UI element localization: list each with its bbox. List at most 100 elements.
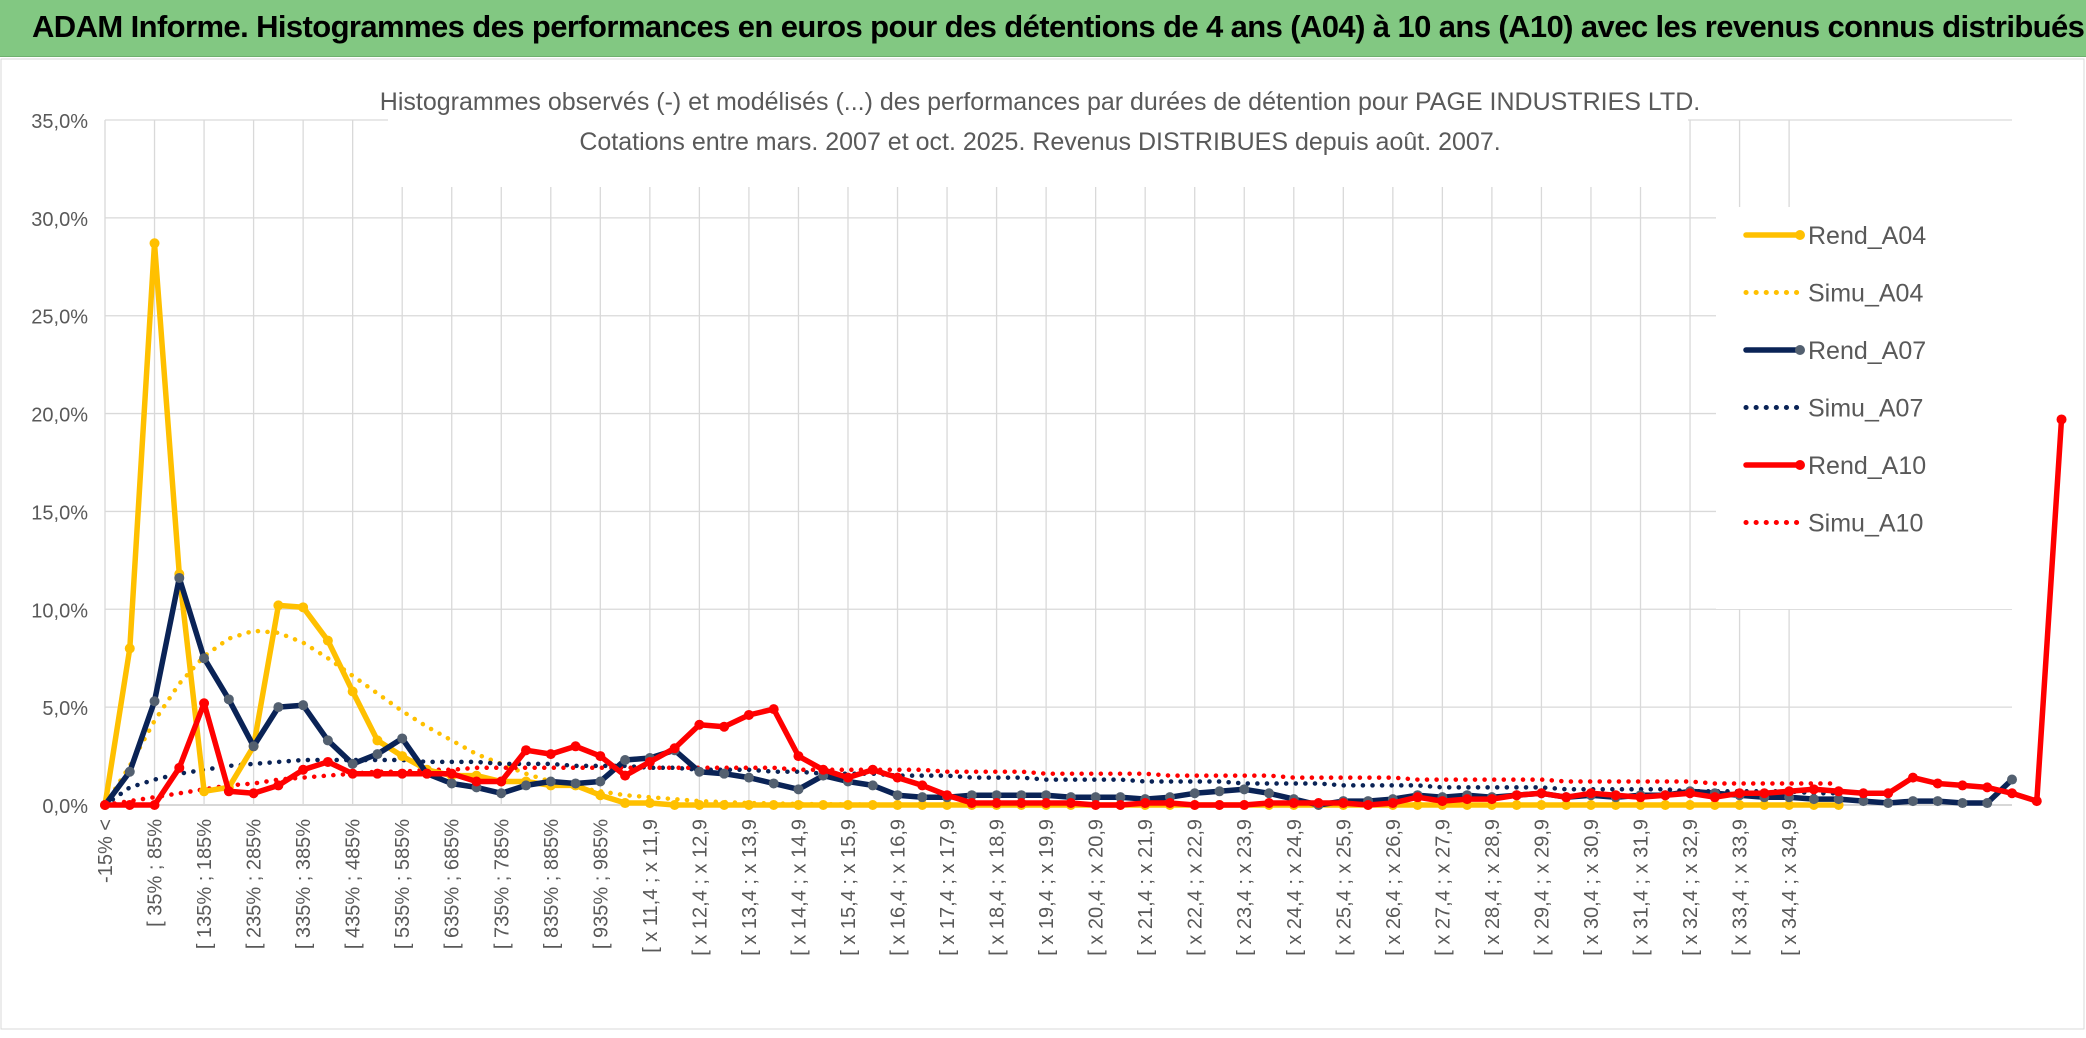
data-point — [199, 698, 210, 709]
data-point — [149, 696, 160, 707]
data-point — [743, 800, 754, 810]
data-point — [1932, 778, 1943, 789]
data-point — [719, 800, 730, 810]
legend-item-simu_a10: Simu_A10 — [1743, 510, 1923, 538]
data-point — [1982, 798, 1993, 809]
data-point — [1239, 784, 1250, 795]
data-point — [1041, 790, 1052, 801]
x-tick-label: [ x 22,4 ; x 22,9 — [1185, 819, 1207, 956]
x-tick-label: [ x 18,4 ; x 18,9 — [987, 819, 1009, 956]
data-point — [1858, 796, 1869, 807]
data-point — [521, 745, 532, 756]
data-point — [942, 790, 953, 801]
data-point — [545, 749, 556, 760]
y-tick-label: 20,0% — [31, 405, 88, 427]
x-tick-label: [ x 17,4 ; x 17,9 — [937, 819, 959, 956]
x-tick-label: [ x 13,4 ; x 13,9 — [739, 819, 761, 956]
data-point — [818, 764, 829, 775]
data-point — [273, 600, 284, 611]
x-tick-label: [ x 15,4 ; x 15,9 — [838, 819, 860, 956]
data-point — [397, 768, 408, 779]
x-tick-label: [ 35% ; 85% — [145, 819, 167, 927]
data-point — [1412, 792, 1423, 803]
data-point — [1858, 788, 1869, 799]
data-point — [1957, 780, 1968, 791]
data-point — [149, 238, 160, 249]
data-point — [793, 800, 804, 810]
data-point — [1164, 798, 1175, 809]
data-point — [892, 790, 903, 801]
report-banner: ADAM Informe. Histogrammes des performan… — [0, 0, 2086, 57]
data-point — [768, 704, 779, 715]
x-tick-label: -15% < — [95, 819, 117, 883]
data-point — [199, 653, 210, 664]
data-point — [1685, 788, 1696, 799]
data-point — [1189, 788, 1200, 799]
data-point — [1585, 800, 1596, 810]
data-point — [223, 694, 234, 705]
data-point — [644, 756, 655, 767]
data-point — [1561, 792, 1572, 803]
data-point — [298, 700, 309, 711]
data-point — [1585, 788, 1596, 799]
series-simu_a07 — [102, 757, 1841, 808]
data-point — [248, 741, 259, 752]
data-point — [892, 772, 903, 783]
data-point — [620, 770, 631, 781]
series-line-simu_a07 — [102, 757, 1841, 808]
data-point — [322, 635, 333, 646]
legend-label: Rend_A10 — [1808, 452, 1926, 480]
data-point — [347, 758, 358, 769]
legend-item-rend_a04: Rend_A04 — [1743, 222, 1926, 250]
data-point — [1437, 796, 1448, 807]
data-point — [1808, 784, 1819, 795]
data-point — [917, 780, 928, 791]
data-point — [917, 792, 928, 803]
x-tick-label: [ x 25,4 ; x 25,9 — [1333, 819, 1355, 956]
data-point — [124, 643, 135, 654]
data-point — [1511, 790, 1522, 801]
data-point — [1140, 798, 1151, 809]
data-point — [966, 790, 977, 801]
data-point — [1784, 786, 1795, 797]
legend-label: Rend_A07 — [1808, 337, 1926, 365]
legend-label: Simu_A07 — [1808, 395, 1923, 423]
data-point — [1759, 800, 1770, 810]
data-point — [768, 800, 779, 810]
data-point — [273, 702, 284, 713]
data-point — [397, 751, 408, 762]
data-point — [372, 735, 383, 746]
data-point — [124, 766, 135, 777]
y-tick-label: 25,0% — [31, 307, 88, 329]
legend-label: Rend_A04 — [1808, 222, 1926, 250]
data-point — [2007, 774, 2017, 785]
data-point — [372, 768, 383, 779]
data-point — [1264, 798, 1275, 809]
data-point — [595, 751, 606, 762]
series-simu_a10 — [102, 765, 1841, 808]
data-point — [1734, 800, 1745, 810]
x-tick-label: [ 835% ; 885% — [541, 819, 563, 949]
data-point — [620, 798, 631, 809]
data-point — [446, 778, 457, 789]
data-point — [1363, 800, 1374, 810]
x-tick-label: [ 435% ; 485% — [343, 819, 365, 949]
data-point — [1486, 794, 1497, 805]
data-point — [694, 719, 705, 730]
y-tick-label: 35,0% — [31, 111, 88, 133]
data-point — [1610, 800, 1621, 810]
data-point — [1784, 800, 1795, 810]
data-point — [1214, 786, 1225, 797]
data-point — [1016, 790, 1027, 801]
legend-item-simu_a07: Simu_A07 — [1743, 395, 1923, 423]
data-point — [471, 776, 482, 787]
data-point — [1016, 798, 1027, 809]
data-point — [1536, 800, 1547, 810]
data-point — [1412, 800, 1423, 810]
data-point — [917, 800, 928, 810]
chart-area: 0,0% 5,0% 10,0% 15,0% 20,0% 25,0% 30,0% 35,0% -… — [0, 57, 2086, 1033]
x-tick-label: [ x 20,4 ; x 20,9 — [1086, 819, 1108, 956]
data-point — [867, 764, 878, 775]
x-tick-label: [ x 11,4 ; x 11,9 — [640, 819, 662, 953]
data-point — [1313, 798, 1324, 809]
